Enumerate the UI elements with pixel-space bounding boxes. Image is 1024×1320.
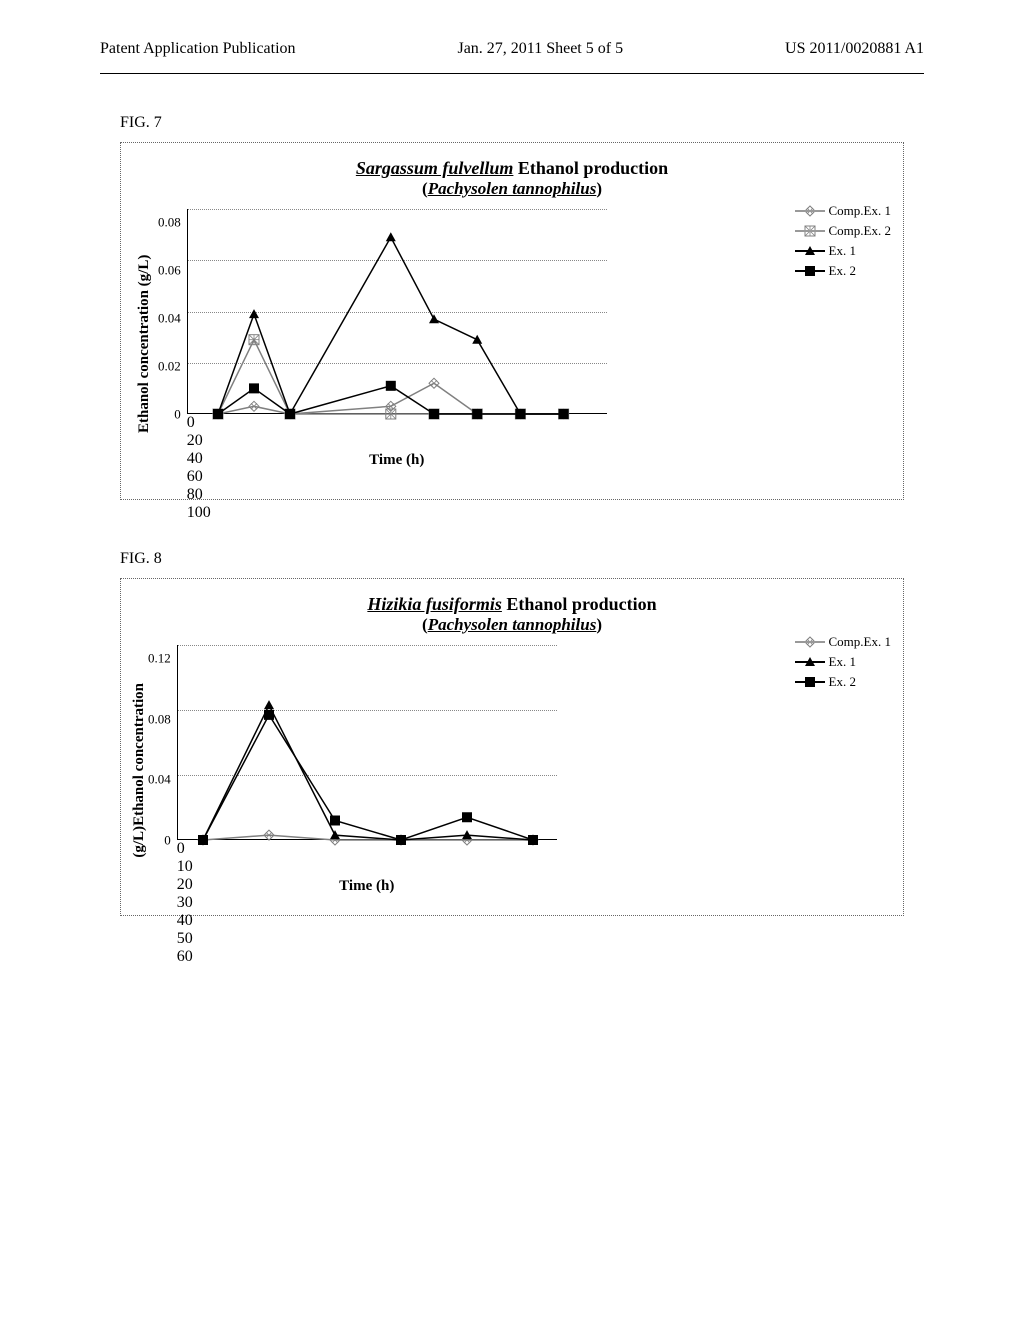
header-left: Patent Application Publication — [100, 40, 296, 58]
plot-area — [177, 645, 557, 840]
legend: Comp.Ex. 1 Ex. 1 Ex. 2 — [795, 634, 891, 694]
x-axis-ticks: 0102030405060 — [177, 840, 557, 858]
legend-item: Comp.Ex. 2 — [795, 223, 891, 239]
chart-subtitle-species: Pachysolen tannophilus — [428, 179, 597, 198]
y-axis-ticks: 0.080.060.040.020 — [158, 209, 187, 414]
legend-label: Ex. 2 — [829, 263, 856, 279]
plot-area — [187, 209, 607, 414]
chart-title-rest: Ethanol production — [502, 594, 657, 614]
chart-subtitle-species: Pachysolen tannophilus — [428, 615, 597, 634]
header-rule — [100, 73, 924, 74]
legend-item: Comp.Ex. 1 — [795, 634, 891, 650]
legend-label: Comp.Ex. 2 — [829, 223, 891, 239]
legend-label: Ex. 1 — [829, 654, 856, 670]
legend-label: Ex. 2 — [829, 674, 856, 690]
figure-8-chart: Hizikia fusiformis Ethanol production (P… — [120, 578, 904, 916]
chart-title-rest: Ethanol production — [513, 158, 668, 178]
legend-label: Comp.Ex. 1 — [829, 203, 891, 219]
y-axis-ticks: 0.120.080.040 — [148, 645, 177, 840]
legend-item: Ex. 2 — [795, 674, 891, 690]
legend-item: Ex. 1 — [795, 654, 891, 670]
y-axis-label-line2: (g/L) — [131, 826, 148, 858]
chart-title: Sargassum fulvellum Ethanol production — [131, 158, 893, 179]
figure-7-label: FIG. 7 — [120, 114, 1024, 132]
legend-label: Ex. 1 — [829, 243, 856, 259]
legend-item: Ex. 2 — [795, 263, 891, 279]
y-axis-label: Ethanol concentration (g/L) — [131, 645, 148, 895]
chart-title: Hizikia fusiformis Ethanol production — [131, 594, 893, 615]
chart-title-species: Hizikia fusiformis — [367, 594, 502, 614]
y-axis-label-line1: Ethanol concentration — [131, 683, 148, 826]
chart-subtitle: (Pachysolen tannophilus) — [131, 615, 893, 635]
figure-8-label: FIG. 8 — [120, 550, 1024, 568]
y-axis-label: Ethanol concentration (g/L) — [131, 209, 158, 479]
header-center: Jan. 27, 2011 Sheet 5 of 5 — [457, 40, 623, 58]
legend-label: Comp.Ex. 1 — [829, 634, 891, 650]
x-axis-ticks: 020406080100 — [187, 414, 607, 432]
chart-title-species: Sargassum fulvellum — [356, 158, 514, 178]
page-header: Patent Application Publication Jan. 27, … — [0, 0, 1024, 68]
header-right: US 2011/0020881 A1 — [785, 40, 924, 58]
chart-subtitle: (Pachysolen tannophilus) — [131, 179, 893, 199]
legend-item: Ex. 1 — [795, 243, 891, 259]
legend-item: Comp.Ex. 1 — [795, 203, 891, 219]
figure-7-chart: Sargassum fulvellum Ethanol production (… — [120, 142, 904, 500]
legend: Comp.Ex. 1 Comp.Ex. 2 Ex. 1 Ex. 2 — [795, 203, 891, 283]
